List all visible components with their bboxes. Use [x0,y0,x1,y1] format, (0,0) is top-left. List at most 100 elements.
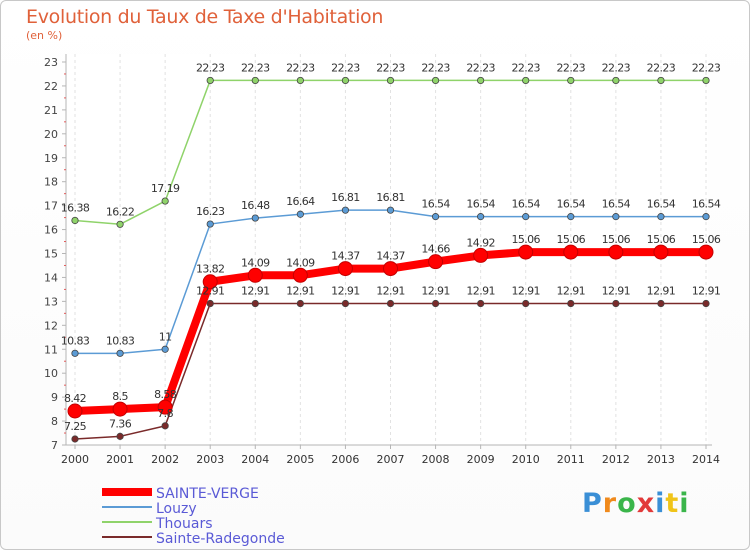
data-point [657,76,665,85]
x-tick-label: 2005 [286,453,314,466]
data-point [296,210,304,218]
data-label: 14.09 [241,256,270,269]
x-tick-label: 2012 [602,453,630,466]
data-label: 16.23 [196,205,225,218]
data-point [202,274,218,290]
x-tick-label: 2001 [106,453,134,466]
logo-letter: P [582,488,603,519]
data-label: 22.23 [286,61,315,74]
data-label: 15.06 [602,233,631,246]
data-point [522,76,530,85]
y-tick-label: 14 [44,271,58,284]
data-point [71,349,79,357]
data-point [612,76,620,85]
data-label: 22.23 [511,61,540,74]
y-tick-label: 11 [44,343,58,356]
logo-letter: o [617,488,637,519]
proxiti-logo: Proxiti [582,488,690,519]
data-point [522,299,530,308]
data-label: 16.81 [376,191,405,204]
y-tick-label: 18 [44,176,58,189]
chart-subtitle: (en %) [26,29,63,42]
data-label: 12.91 [196,285,225,298]
data-label: 7.25 [64,420,87,433]
data-label: 22.23 [196,61,225,74]
data-point [702,213,710,221]
data-point [337,261,353,277]
data-label: 8.58 [154,388,177,401]
data-label: 14.37 [331,250,360,263]
data-point [251,214,259,222]
data-label: 16.22 [106,205,135,218]
data-point [612,213,620,221]
data-point [702,76,710,85]
data-label: 16.38 [61,201,90,214]
data-point [567,299,575,308]
y-tick-label: 22 [44,80,58,93]
logo-letter: r [602,488,618,519]
data-point [428,254,444,270]
data-point [657,213,665,221]
data-point [296,76,304,85]
y-tick-label: 13 [44,295,58,308]
data-point [477,299,485,308]
data-point [161,345,169,353]
data-label: 16.54 [511,198,540,211]
data-label: 22.23 [692,61,721,74]
legend-label: Louzy [156,501,197,517]
data-point [612,299,620,308]
x-tick-label: 2004 [241,453,269,466]
data-label: 15.06 [511,233,540,246]
legend-label: Sainte-Radegonde [156,531,285,547]
y-tick-label: 20 [44,128,58,141]
data-point [431,213,440,221]
y-tick-label: 19 [44,152,58,165]
data-label: 14.92 [466,236,495,249]
data-label: 16.54 [557,198,586,211]
y-tick-label: 21 [44,104,58,117]
data-label: 22.23 [647,61,676,74]
data-point [522,213,530,221]
x-tick-label: 2009 [467,453,495,466]
x-tick-label: 2007 [377,453,405,466]
data-label: 16.54 [466,198,495,211]
data-label: 12.91 [466,285,495,298]
y-tick-label: 15 [44,248,58,261]
data-label: 10.83 [106,334,135,347]
y-tick-label: 16 [44,224,58,237]
data-point [296,299,304,308]
data-label: 16.81 [331,191,360,204]
data-point [657,299,665,308]
data-label: 12.91 [331,285,360,298]
logo-letter: i [655,488,666,519]
data-point [251,299,259,308]
data-label: 16.48 [241,199,270,212]
data-label: 12.91 [241,285,270,298]
data-point [112,401,128,417]
data-point [383,261,398,277]
data-point [518,244,534,260]
x-tick-label: 2003 [196,453,224,466]
data-label: 16.54 [421,198,450,211]
data-label: 15.06 [692,233,721,246]
data-label: 17.19 [151,182,180,195]
data-point [71,435,79,443]
data-point [67,403,83,419]
data-label: 14.66 [421,243,450,256]
data-point [206,76,214,85]
y-tick-label: 9 [51,391,58,404]
logo-letter: i [679,488,690,519]
data-point [477,76,485,85]
x-tick-label: 2008 [422,453,450,466]
data-label: 22.23 [421,61,450,74]
data-point [206,299,214,308]
data-label: 13.82 [196,263,225,276]
data-point [698,244,714,260]
data-point [563,244,579,260]
y-tick-label: 12 [44,319,58,332]
data-point [116,432,124,440]
data-label: 12.91 [602,285,631,298]
data-label: 22.23 [376,61,405,74]
data-point [292,267,308,283]
